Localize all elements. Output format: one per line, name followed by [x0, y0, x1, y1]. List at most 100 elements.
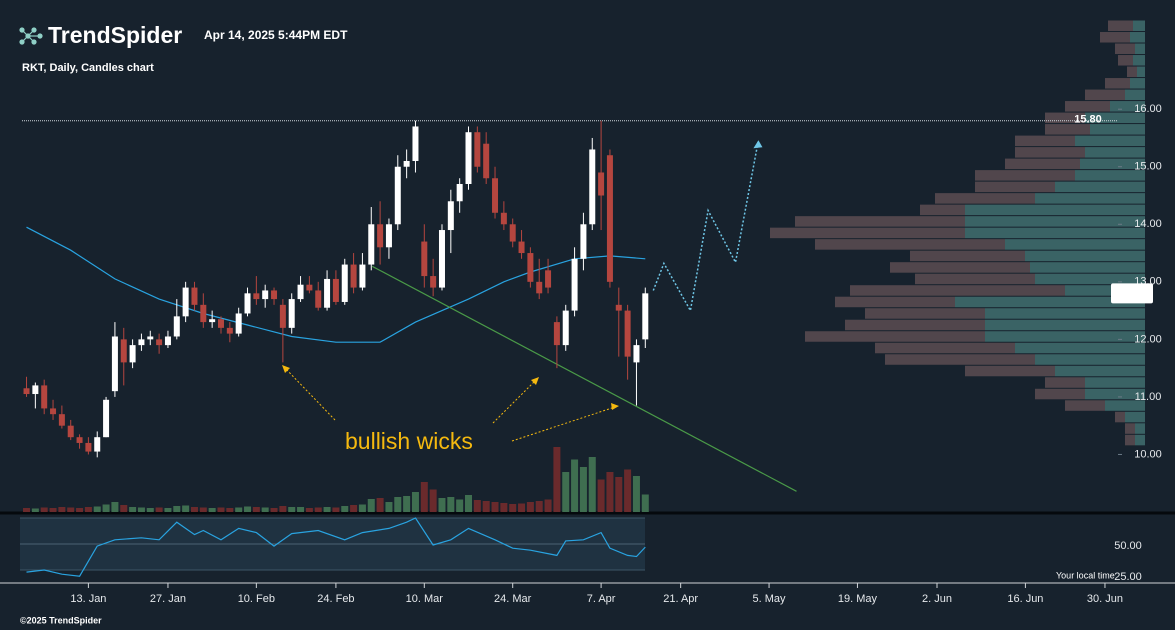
candle-body: [235, 313, 242, 334]
volume-bar: [226, 508, 234, 512]
candle-body: [67, 425, 74, 438]
x-tick-label: 30. Jun: [1087, 593, 1123, 605]
candle-body: [164, 336, 171, 346]
candle-body: [41, 385, 48, 409]
volume-bar: [403, 496, 411, 512]
candle-body: [377, 224, 384, 248]
volume-bar: [615, 477, 623, 512]
candle-body: [385, 224, 392, 248]
volume-bar: [208, 508, 216, 512]
x-tick-label: 27. Jan: [150, 593, 186, 605]
profile-bar: [975, 170, 1075, 181]
candle-body: [50, 408, 57, 415]
volume-bar: [553, 447, 561, 512]
candle-body: [58, 414, 65, 426]
volume-bar: [500, 503, 508, 512]
volume-bar: [473, 500, 481, 512]
profile-bar: [965, 227, 1145, 239]
projection-arrowhead: [753, 140, 763, 149]
volume-bar: [491, 502, 499, 512]
x-tick-label: 24. Feb: [317, 593, 354, 605]
profile-bar: [1105, 400, 1145, 411]
candle-body: [571, 258, 578, 311]
candle-body: [271, 290, 278, 300]
volume-bar: [438, 498, 446, 512]
volume-bar: [190, 507, 198, 512]
candle-body: [76, 437, 83, 443]
volume-bar: [641, 494, 649, 512]
candle-body: [191, 287, 198, 305]
candle-body: [94, 437, 101, 452]
volume-bar: [93, 506, 101, 512]
profile-bar: [1135, 43, 1145, 55]
level-label: 15.80: [1074, 114, 1102, 126]
profile-bar: [1110, 101, 1145, 112]
volume-bar: [23, 508, 31, 512]
volume-bar: [182, 505, 190, 512]
profile-bar: [1085, 388, 1145, 400]
x-tick-label: 19. May: [838, 593, 878, 605]
line-series: [652, 140, 760, 313]
profile-bar: [1025, 250, 1145, 262]
y-tick-label: 12.00: [1134, 333, 1162, 345]
candle-body: [403, 160, 410, 167]
profile-bar: [1015, 147, 1085, 158]
profile-bar: [1133, 20, 1145, 32]
profile-bar: [1035, 273, 1145, 285]
profile-bar: [850, 285, 1065, 296]
profile-bar: [1005, 158, 1080, 170]
volume-bar: [429, 489, 437, 512]
profile-bar: [1075, 135, 1145, 147]
profile-bar: [1035, 193, 1145, 204]
volume-bar: [40, 507, 48, 512]
profile-bar: [1065, 400, 1105, 411]
profile-bar: [915, 273, 1035, 285]
profile-bar: [1130, 32, 1145, 43]
profile-bar: [1015, 135, 1075, 147]
y-tick-label: 14.00: [1134, 218, 1162, 230]
volume-bar: [244, 506, 252, 512]
candle-body: [483, 143, 490, 179]
line-series: [371, 265, 797, 492]
volume-bar: [544, 499, 552, 512]
profile-bar: [1115, 411, 1125, 423]
candle-body: [562, 310, 569, 346]
x-tick-label: 16. Jun: [1007, 593, 1043, 605]
profile-bar: [1065, 285, 1145, 296]
candle-body: [138, 339, 145, 346]
candle-body: [173, 316, 180, 337]
volume-bar: [632, 476, 640, 512]
profile-bar: [910, 250, 1025, 262]
profile-bar: [1133, 55, 1145, 66]
candle-body: [615, 304, 622, 311]
candle-body: [324, 278, 331, 308]
volume-bar: [146, 508, 154, 512]
x-tick-label: 13. Jan: [70, 593, 106, 605]
profile-bar: [1127, 66, 1137, 78]
volume-bar: [261, 507, 269, 512]
profile-bar: [955, 296, 1145, 308]
volume-bar: [58, 507, 66, 512]
volume-bar: [350, 505, 358, 512]
volume-bar: [297, 507, 305, 512]
profile-bar: [1035, 354, 1145, 365]
candle-body: [527, 253, 534, 282]
candle-body: [492, 178, 499, 213]
candle-body: [341, 264, 348, 302]
rsi-tick-label: 50.00: [1114, 540, 1142, 552]
volume-bar: [588, 457, 596, 512]
candle-body: [244, 293, 251, 314]
candle-body: [111, 336, 118, 392]
candle-body: [262, 290, 269, 300]
profile-bar: [1005, 239, 1145, 250]
profile-bar: [1125, 434, 1135, 446]
profile-bar: [920, 204, 965, 216]
candle-body: [279, 304, 286, 328]
candle-body: [421, 241, 428, 277]
profile-bar: [1125, 423, 1135, 434]
y-tick-label: 10.00: [1134, 448, 1162, 460]
volume-bar: [314, 507, 322, 512]
volume-bar: [376, 498, 384, 512]
profile-bar: [1100, 32, 1130, 43]
candle-body: [23, 388, 30, 395]
